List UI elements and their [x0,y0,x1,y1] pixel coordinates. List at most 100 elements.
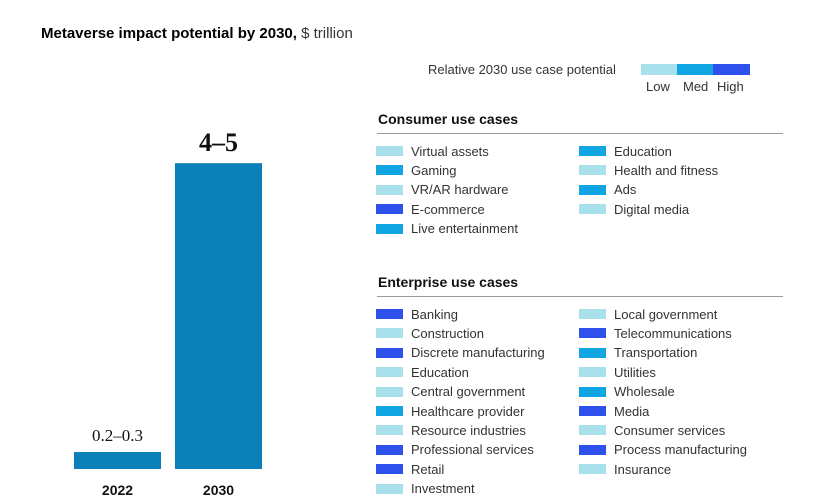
scale-low-swatch [641,64,677,75]
use-case-label: Gaming [411,162,457,178]
use-case-label: Utilities [614,364,656,380]
potential-level-swatch [376,444,403,455]
use-case-label: Professional services [411,442,534,458]
chart-title: Metaverse impact potential by 2030, $ tr… [41,25,353,42]
scale-high-label: High [717,79,744,94]
potential-level-swatch [376,347,403,358]
x-tick-label: 2030 [203,482,234,498]
use-case-item: Healthcare provider [376,402,524,420]
bar-data-label: 0.2–0.3 [92,426,143,445]
potential-level-swatch [376,406,403,416]
use-case-item: Virtual assets [376,142,489,160]
bar-2022 [74,452,161,469]
use-case-item: Process manufacturing [579,441,747,459]
use-case-item: Resource industries [376,421,526,439]
potential-level-swatch [376,483,403,494]
use-case-item: Telecommunications [579,324,732,342]
use-case-label: Education [614,143,672,159]
potential-level-swatch [376,386,403,397]
potential-level-swatch [376,425,403,436]
use-case-label: Local government [614,306,718,322]
use-case-item: Education [376,363,469,381]
use-case-label: E-commerce [411,201,485,217]
use-case-label: Wholesale [614,384,675,400]
bar-2030 [175,163,262,470]
potential-level-swatch [579,146,606,156]
use-case-item: Ads [579,181,636,199]
potential-level-swatch [376,165,403,176]
use-case-label: Live entertainment [411,221,518,237]
potential-level-swatch [376,464,403,475]
use-case-item: Education [579,142,672,160]
bar-data-label: 4–5 [199,128,238,157]
use-case-label: Transportation [614,345,698,361]
scale-legend-label: Relative 2030 use case potential [428,62,616,77]
use-case-label: Telecommunications [614,325,732,341]
use-case-label: Education [411,364,469,380]
use-case-label: Retail [411,461,445,477]
scale-high-swatch [713,64,750,75]
chart-title-main: Metaverse impact potential by 2030, [41,25,297,42]
use-case-item: Live entertainment [376,220,518,238]
use-case-item: Gaming [376,161,457,179]
potential-level-swatch [579,309,606,319]
potential-level-swatch [376,309,403,319]
potential-level-swatch [376,223,403,234]
use-case-label: Construction [411,325,484,341]
use-case-item: Investment [376,480,475,498]
consumer-section-divider [377,133,783,134]
use-case-item: Transportation [579,344,697,362]
use-case-label: Resource industries [411,422,526,438]
use-case-item: Media [579,402,649,420]
use-case-label: Media [614,403,650,419]
use-case-label: Ads [614,182,637,198]
use-case-label: Consumer services [614,422,726,438]
scale-low-label: Low [646,79,670,94]
potential-level-swatch [376,204,403,215]
potential-level-swatch [579,367,606,378]
potential-level-swatch [376,367,403,378]
use-case-item: Health and fitness [579,161,718,179]
potential-level-swatch [376,146,403,156]
use-case-item: Discrete manufacturing [376,344,545,362]
use-case-item: Insurance [579,460,671,478]
use-case-item: Consumer services [579,421,725,439]
use-case-item: Retail [376,460,444,478]
use-case-item: E-commerce [376,200,485,218]
use-case-item: Utilities [579,363,656,381]
use-case-item: Banking [376,305,458,323]
use-case-item: Construction [376,324,484,342]
potential-level-swatch [579,464,606,475]
use-case-item: Central government [376,383,525,401]
use-case-label: Digital media [614,201,690,217]
enterprise-section-title: Enterprise use cases [378,274,519,290]
potential-level-swatch [579,425,606,436]
use-case-label: Insurance [614,461,672,477]
potential-level-swatch [579,328,606,339]
use-case-label: VR/AR hardware [411,182,509,198]
potential-level-swatch [579,444,606,455]
bar-chart: 0.2–0.3 2022 4–5 2030 [74,128,262,498]
use-case-item: VR/AR hardware [376,181,509,199]
use-case-label: Healthcare provider [411,403,525,419]
use-case-label: Health and fitness [614,162,719,178]
use-case-item: Digital media [579,200,689,218]
use-case-item: Professional services [376,441,534,459]
use-case-item: Local government [579,305,717,323]
consumer-section-title: Consumer use cases [378,111,519,127]
potential-level-swatch [376,328,403,339]
use-case-label: Discrete manufacturing [411,345,545,361]
use-case-label: Process manufacturing [614,442,747,458]
chart-title-unit: $ trillion [301,25,353,42]
potential-level-swatch [579,204,606,215]
potential-level-swatch [579,386,606,397]
use-case-item: Wholesale [579,383,675,401]
enterprise-section-divider [377,296,783,297]
use-case-label: Virtual assets [411,143,489,159]
scale-med-label: Med [683,79,709,94]
use-case-label: Banking [411,306,458,322]
use-case-label: Central government [411,384,526,400]
potential-level-swatch [579,184,606,195]
potential-level-swatch [579,406,606,416]
potential-level-swatch [579,347,606,358]
